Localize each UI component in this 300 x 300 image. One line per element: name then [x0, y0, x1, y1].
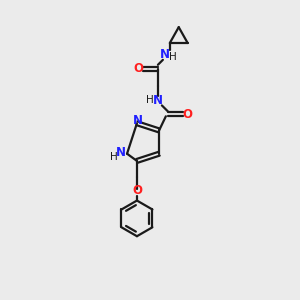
Text: N: N [116, 146, 126, 159]
Text: H: H [110, 152, 118, 162]
Text: N: N [153, 94, 163, 107]
Text: O: O [183, 108, 193, 121]
Text: O: O [132, 184, 142, 197]
Text: H: H [146, 95, 154, 106]
Text: H: H [169, 52, 177, 62]
Text: N: N [160, 48, 170, 62]
Text: N: N [133, 114, 143, 127]
Text: O: O [133, 62, 143, 75]
